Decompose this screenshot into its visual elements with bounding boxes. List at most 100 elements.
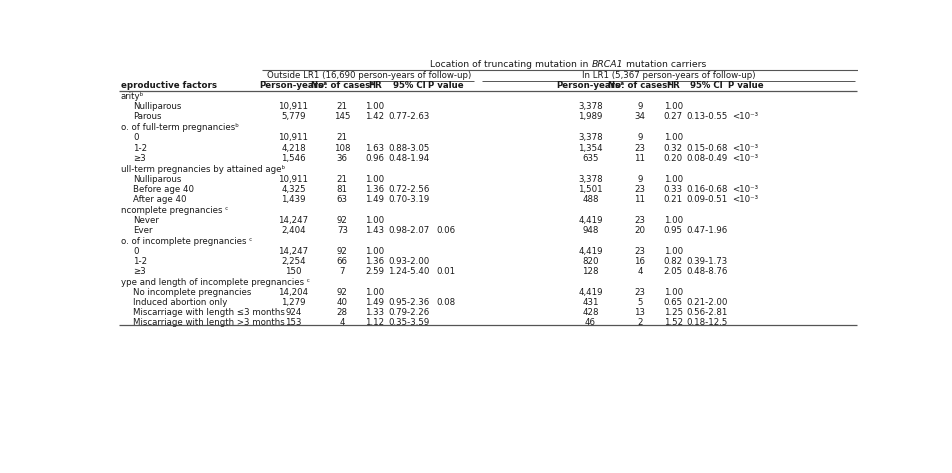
Text: 3,378: 3,378 <box>578 102 602 111</box>
Text: 0.77-2.63: 0.77-2.63 <box>387 112 429 121</box>
Text: No. of casesᵃ: No. of casesᵃ <box>607 81 671 90</box>
Text: 0.27: 0.27 <box>663 112 682 121</box>
Text: Location of truncating mutation in: Location of truncating mutation in <box>430 60 591 69</box>
Text: 0.01: 0.01 <box>436 267 455 276</box>
Text: 1.00: 1.00 <box>365 247 384 256</box>
Text: 13: 13 <box>634 308 645 317</box>
Text: 0: 0 <box>133 247 138 256</box>
Text: BRCA1: BRCA1 <box>591 60 623 69</box>
Text: 2: 2 <box>637 318 642 327</box>
Text: 0.32: 0.32 <box>663 143 682 152</box>
Text: 0.13-0.55: 0.13-0.55 <box>685 112 726 121</box>
Text: 92: 92 <box>337 247 347 256</box>
Text: Miscarriage with length ≤3 months: Miscarriage with length ≤3 months <box>133 308 285 317</box>
Text: Person-yearsᵃ: Person-yearsᵃ <box>259 81 327 90</box>
Text: 92: 92 <box>337 216 347 225</box>
Text: arityᵇ: arityᵇ <box>121 92 144 101</box>
Text: 1.00: 1.00 <box>365 288 384 297</box>
Text: 0.06: 0.06 <box>436 226 455 235</box>
Text: P value: P value <box>726 81 763 90</box>
Text: 1.52: 1.52 <box>663 318 682 327</box>
Text: 92: 92 <box>337 288 347 297</box>
Text: 150: 150 <box>285 267 302 276</box>
Text: 0.96: 0.96 <box>365 154 384 163</box>
Text: 34: 34 <box>634 112 645 121</box>
Text: ull-term pregnancies by attained ageᵇ: ull-term pregnancies by attained ageᵇ <box>121 165 285 174</box>
Text: No incomplete pregnancies: No incomplete pregnancies <box>133 288 251 297</box>
Text: After age 40: After age 40 <box>133 195 187 204</box>
Text: 1.00: 1.00 <box>365 216 384 225</box>
Text: 1-2: 1-2 <box>133 257 147 266</box>
Text: 28: 28 <box>336 308 347 317</box>
Text: 0.21: 0.21 <box>663 195 682 204</box>
Text: 0.21-2.00: 0.21-2.00 <box>685 298 726 307</box>
Text: 1,546: 1,546 <box>281 154 306 163</box>
Text: 1,989: 1,989 <box>578 112 602 121</box>
Text: 0.79-2.26: 0.79-2.26 <box>388 308 429 317</box>
Text: 63: 63 <box>336 195 347 204</box>
Text: 1.00: 1.00 <box>663 288 682 297</box>
Text: 1.24-5.40: 1.24-5.40 <box>387 267 429 276</box>
Text: Person-yearsᵃ: Person-yearsᵃ <box>556 81 624 90</box>
Text: 1.25: 1.25 <box>663 308 682 317</box>
Text: 0.15-0.68: 0.15-0.68 <box>685 143 726 152</box>
Text: 488: 488 <box>582 195 598 204</box>
Text: 0.82: 0.82 <box>663 257 682 266</box>
Text: 820: 820 <box>582 257 598 266</box>
Text: 21: 21 <box>336 102 347 111</box>
Text: 428: 428 <box>582 308 598 317</box>
Text: 0.08: 0.08 <box>436 298 455 307</box>
Text: 3,378: 3,378 <box>578 133 602 142</box>
Text: 10,911: 10,911 <box>278 102 308 111</box>
Text: HR: HR <box>665 81 680 90</box>
Text: Never: Never <box>133 216 159 225</box>
Text: 924: 924 <box>285 308 302 317</box>
Text: 1.12: 1.12 <box>365 318 384 327</box>
Text: 23: 23 <box>634 288 645 297</box>
Text: 948: 948 <box>582 226 598 235</box>
Text: 145: 145 <box>334 112 350 121</box>
Text: 21: 21 <box>336 175 347 184</box>
Text: 635: 635 <box>582 154 598 163</box>
Text: 4,419: 4,419 <box>578 288 602 297</box>
Text: Parous: Parous <box>133 112 162 121</box>
Text: 0.39-1.73: 0.39-1.73 <box>685 257 726 266</box>
Text: 431: 431 <box>582 298 598 307</box>
Text: 36: 36 <box>336 154 347 163</box>
Text: 1.49: 1.49 <box>365 195 384 204</box>
Text: 0.95: 0.95 <box>663 226 682 235</box>
Text: 1.49: 1.49 <box>365 298 384 307</box>
Text: 0.95-2.36: 0.95-2.36 <box>388 298 429 307</box>
Text: 2.05: 2.05 <box>663 267 682 276</box>
Text: 1.00: 1.00 <box>663 247 682 256</box>
Text: Before age 40: Before age 40 <box>133 184 194 194</box>
Text: 23: 23 <box>634 184 645 194</box>
Text: 0.08-0.49: 0.08-0.49 <box>685 154 726 163</box>
Text: 5: 5 <box>637 298 642 307</box>
Text: 14,247: 14,247 <box>278 247 308 256</box>
Text: 0.72-2.56: 0.72-2.56 <box>387 184 429 194</box>
Text: 0.16-0.68: 0.16-0.68 <box>685 184 726 194</box>
Text: 9: 9 <box>637 102 642 111</box>
Text: 95% CI: 95% CI <box>392 81 425 90</box>
Text: HR: HR <box>367 81 382 90</box>
Text: 3,378: 3,378 <box>578 175 602 184</box>
Text: 0.47-1.96: 0.47-1.96 <box>685 226 726 235</box>
Text: 1,501: 1,501 <box>578 184 602 194</box>
Text: 0.09-0.51: 0.09-0.51 <box>685 195 726 204</box>
Text: 153: 153 <box>285 318 302 327</box>
Text: 108: 108 <box>334 143 350 152</box>
Text: 1.00: 1.00 <box>365 102 384 111</box>
Text: eproductive factors: eproductive factors <box>121 81 216 90</box>
Text: 1,439: 1,439 <box>281 195 306 204</box>
Text: o. of incomplete pregnancies ᶜ: o. of incomplete pregnancies ᶜ <box>121 237 251 246</box>
Text: mutation carriers: mutation carriers <box>623 60 706 69</box>
Text: ≥3: ≥3 <box>133 267 146 276</box>
Text: 0.18-12.5: 0.18-12.5 <box>685 318 726 327</box>
Text: 95% CI: 95% CI <box>689 81 723 90</box>
Text: Miscarriage with length >3 months: Miscarriage with length >3 months <box>133 318 285 327</box>
Text: 1.43: 1.43 <box>365 226 384 235</box>
Text: 4,419: 4,419 <box>578 247 602 256</box>
Text: <10⁻³: <10⁻³ <box>731 184 758 194</box>
Text: 1.00: 1.00 <box>663 133 682 142</box>
